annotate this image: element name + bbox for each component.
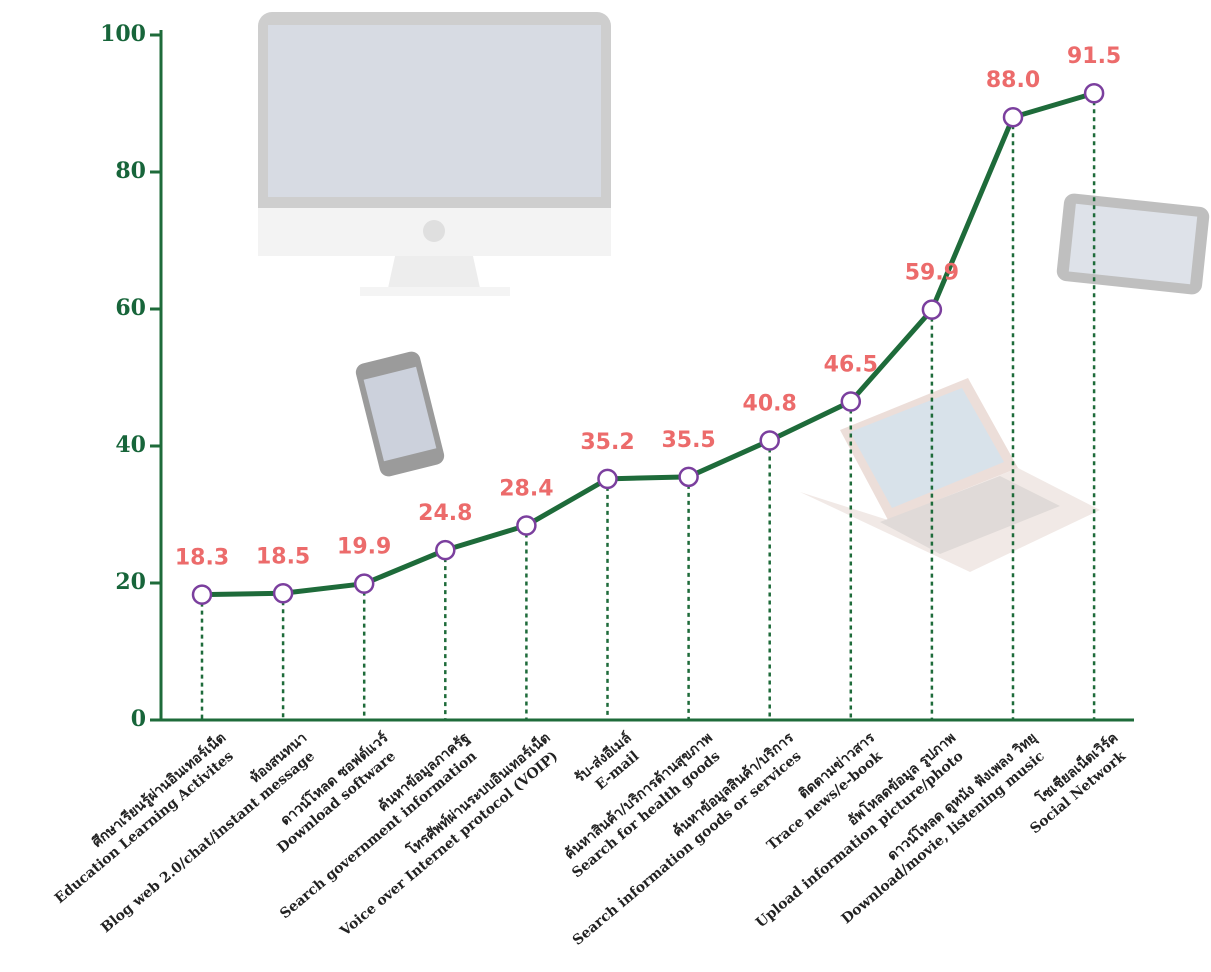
y-tick-label: 100 xyxy=(100,21,146,47)
monitor-illustration xyxy=(258,12,611,296)
data-point xyxy=(272,583,294,604)
data-point xyxy=(597,468,618,490)
category-label-en: Education Learning Activites xyxy=(52,748,237,907)
data-point xyxy=(921,299,943,320)
y-tick-label: 0 xyxy=(131,706,146,732)
data-point xyxy=(678,466,699,488)
laptop-illustration xyxy=(800,378,1100,572)
data-point xyxy=(435,539,456,561)
data-point xyxy=(759,430,780,451)
data-point xyxy=(353,573,375,594)
tablet-illustration xyxy=(1056,193,1210,295)
y-tick-label: 60 xyxy=(115,295,146,321)
data-point xyxy=(191,584,213,605)
value-label: 35.2 xyxy=(580,430,634,455)
data-point xyxy=(840,391,862,412)
value-label: 18.5 xyxy=(256,544,310,569)
value-label: 88.0 xyxy=(986,68,1040,93)
y-tick-label: 20 xyxy=(115,569,146,595)
value-label: 24.8 xyxy=(418,501,472,526)
value-label: 46.5 xyxy=(824,352,878,377)
value-label: 18.3 xyxy=(175,546,229,571)
data-line xyxy=(201,90,1095,598)
value-label: 19.9 xyxy=(337,535,391,560)
value-label: 91.5 xyxy=(1067,44,1121,69)
value-label: 40.8 xyxy=(743,392,797,417)
value-label: 28.4 xyxy=(499,476,553,501)
value-label: 35.5 xyxy=(661,428,715,453)
y-tick-label: 40 xyxy=(115,432,146,458)
y-tick-label: 80 xyxy=(115,158,146,184)
phone-illustration xyxy=(355,351,445,477)
value-label: 59.9 xyxy=(905,261,959,286)
data-point xyxy=(1083,82,1105,104)
data-point xyxy=(516,515,537,536)
data-point xyxy=(1002,106,1024,128)
